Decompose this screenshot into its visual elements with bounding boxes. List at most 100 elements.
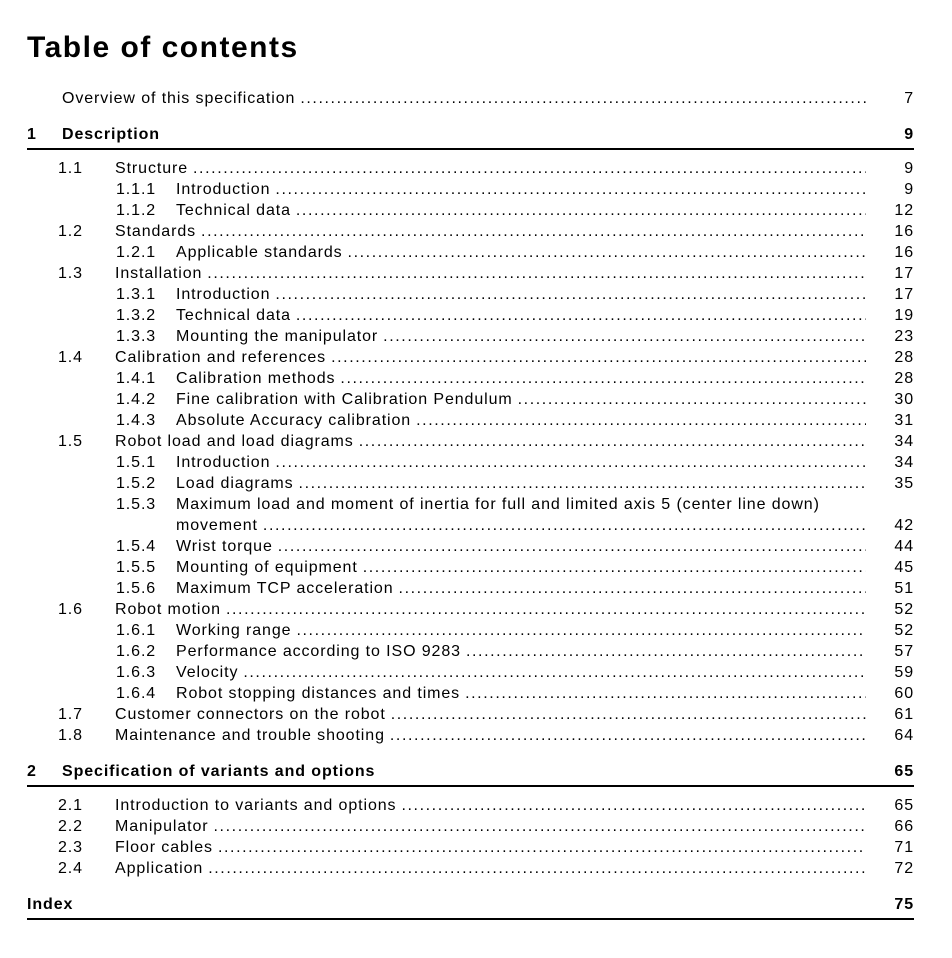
entry-label: Manipulator	[115, 818, 209, 835]
toc-entry: 1.4.3 Absolute Accuracy calibration 31	[27, 410, 914, 431]
dot-leader	[214, 816, 866, 837]
entry-page: 23	[894, 328, 914, 345]
entry-label: Specification of variants and options	[62, 763, 376, 780]
entry-page: 35	[894, 475, 914, 492]
toc-entry: 1.6.2 Performance according to ISO 9283 57	[27, 641, 914, 662]
entry-label: Calibration methods	[176, 370, 336, 387]
entry-page: 16	[894, 244, 914, 261]
dot-leader	[363, 557, 866, 578]
entry-label: Introduction to variants and options	[115, 797, 397, 814]
toc-entry: 1.3.2 Technical data 19	[27, 305, 914, 326]
toc-entry: 1.8 Maintenance and trouble shooting 64	[27, 725, 914, 746]
dot-leader	[300, 88, 866, 109]
entry-page: 44	[894, 538, 914, 555]
entry-page: 45	[894, 559, 914, 576]
dot-leader	[391, 704, 866, 725]
dot-leader	[401, 795, 866, 816]
dot-leader	[466, 641, 866, 662]
dot-leader	[243, 662, 866, 683]
entry-label: Robot load and load diagrams	[115, 433, 354, 450]
dot-leader	[218, 837, 866, 858]
entry-number: 1.5.5	[116, 559, 157, 576]
entry-page: 34	[894, 454, 914, 471]
entry-number: 1.5.3	[116, 496, 157, 513]
toc-entry: 1.1.2 Technical data 12	[27, 200, 914, 221]
entry-number: 1.3	[58, 265, 83, 282]
toc-entry: 1.4.1 Calibration methods 28	[27, 368, 914, 389]
entry-page: 30	[894, 391, 914, 408]
page-title: Table of contents	[27, 31, 299, 64]
dot-leader	[226, 599, 866, 620]
dot-leader	[299, 473, 866, 494]
entry-page: 17	[894, 265, 914, 282]
entry-page: 17	[894, 286, 914, 303]
entry-label: Wrist torque	[176, 538, 273, 555]
entry-page: 19	[894, 307, 914, 324]
dot-leader	[278, 536, 866, 557]
toc-entry: 2.1 Introduction to variants and options 6…	[27, 795, 914, 816]
toc-entry: 2.3 Floor cables 71	[27, 837, 914, 858]
entry-label: movement	[176, 517, 258, 534]
entry-number: 1.3.3	[116, 328, 157, 345]
entry-number: 1.4.1	[116, 370, 157, 387]
toc-entry: Index 75	[27, 894, 914, 920]
entry-label: Structure	[115, 160, 189, 177]
toc-entry: 1.1 Structure 9	[27, 158, 914, 179]
toc-entry: 1.6.1 Working range 52	[27, 620, 914, 641]
toc-entry: 1.3.1 Introduction 17	[27, 284, 914, 305]
entry-label: Maximum TCP acceleration	[176, 580, 394, 597]
dot-leader	[208, 858, 866, 879]
entry-page: 71	[894, 839, 914, 856]
toc-entry: 1.5.3 Maximum load and moment of inertia …	[27, 494, 914, 515]
toc-entry: 1.7 Customer connectors on the robot 61	[27, 704, 914, 725]
entry-page: 65	[894, 797, 914, 814]
entry-page: 75	[894, 896, 914, 913]
toc-list: Overview of this specification71Descript…	[27, 88, 914, 920]
toc-entry: 2 Specification of variants and options 65	[27, 761, 914, 787]
dot-leader	[193, 158, 866, 179]
entry-label: Calibration and references	[115, 349, 327, 366]
entry-page: 59	[894, 664, 914, 681]
entry-label: Overview of this specification	[62, 90, 296, 107]
entry-number: 2.3	[58, 839, 83, 856]
entry-page: 60	[894, 685, 914, 702]
entry-number: 1.3.2	[116, 307, 157, 324]
toc-entry: 1.2.1 Applicable standards 16	[27, 242, 914, 263]
dot-leader	[296, 200, 866, 221]
toc-entry: 2.4 Application 72	[27, 858, 914, 879]
dot-leader	[383, 326, 866, 347]
entry-number: 1.1	[58, 160, 83, 177]
entry-number: 1.3.1	[116, 286, 157, 303]
dot-leader	[207, 263, 866, 284]
dot-leader	[263, 515, 866, 536]
dot-leader	[296, 305, 866, 326]
entry-page: 12	[894, 202, 914, 219]
dot-leader	[275, 179, 866, 200]
toc-entry: 1.5.6 Maximum TCP acceleration 51	[27, 578, 914, 599]
entry-page: 9	[904, 126, 914, 143]
entry-number: 2.4	[58, 860, 83, 877]
entry-label: Technical data	[176, 307, 291, 324]
toc-entry: 1.3.3 Mounting the manipulator 23	[27, 326, 914, 347]
entry-number: 1.4	[58, 349, 83, 366]
entry-label: Absolute Accuracy calibration	[176, 412, 412, 429]
entry-label: Performance according to ISO 9283	[176, 643, 461, 660]
toc-entry: 1.4.2 Fine calibration with Calibration P…	[27, 389, 914, 410]
entry-label: Maximum load and moment of inertia for f…	[176, 496, 820, 513]
entry-page: 51	[894, 580, 914, 597]
entry-page: 28	[894, 349, 914, 366]
entry-number: 1.7	[58, 706, 83, 723]
entry-number: 2.2	[58, 818, 83, 835]
entry-page: 52	[894, 601, 914, 618]
entry-label: Maintenance and trouble shooting	[115, 727, 385, 744]
toc-entry-continuation: movement 42	[27, 515, 914, 536]
entry-number: 1.2	[58, 223, 83, 240]
entry-number: 1.4.2	[116, 391, 157, 408]
toc-entry: 1.6.4 Robot stopping distances and times 6…	[27, 683, 914, 704]
entry-page: 9	[904, 181, 914, 198]
entry-label: Index	[27, 896, 74, 913]
dot-leader	[416, 410, 866, 431]
entry-label: Introduction	[176, 181, 271, 198]
entry-number: 1.5	[58, 433, 83, 450]
entry-number: 1.5.4	[116, 538, 157, 555]
